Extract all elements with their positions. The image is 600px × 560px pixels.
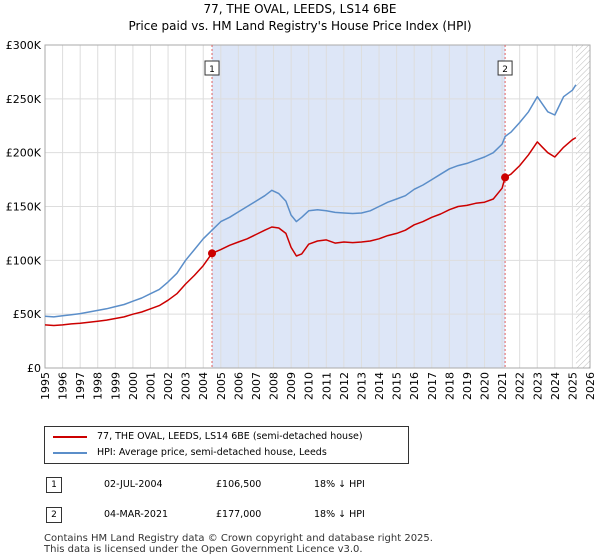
transaction-row: 1 02-JUL-2004 £106,500 18% ↓ HPI: [44, 476, 444, 494]
y-tick-label: £300K: [6, 39, 42, 52]
x-tick-label: 2017: [426, 372, 439, 400]
x-tick-label: 2025: [566, 372, 579, 400]
x-tick-label: 2014: [373, 372, 386, 400]
series-line-property: [44, 136, 577, 327]
x-tick-label: 2000: [127, 372, 140, 400]
x-tick-label: 2018: [443, 372, 456, 400]
x-tick-label: 2004: [197, 372, 210, 400]
legend-swatch-blue: [53, 451, 87, 454]
x-tick-label: 2024: [549, 372, 562, 400]
transaction-badge: 1: [46, 477, 62, 493]
x-tick-label: 1999: [109, 372, 122, 400]
transaction-hpi: 18% ↓ HPI: [314, 479, 365, 490]
y-tick-label: £100K: [6, 254, 42, 267]
legend-label-hpi: HPI: Average price, semi-detached house,…: [97, 447, 327, 458]
annotation-label: 2: [502, 65, 508, 75]
x-tick-label: 2007: [250, 372, 263, 400]
x-tick-label: 2016: [408, 372, 421, 400]
x-tick-label: 2023: [531, 372, 544, 400]
y-tick-label: £150K: [6, 201, 42, 214]
x-tick-label: 2002: [162, 372, 175, 400]
x-tick-label: 2019: [461, 372, 474, 400]
x-tick-label: 1997: [74, 372, 87, 400]
x-tick-label: 2011: [320, 372, 333, 400]
x-tick-label: 2020: [479, 372, 492, 400]
annotation-box: [497, 60, 513, 76]
x-tick-label: 2006: [232, 372, 245, 400]
transaction-date: 02-JUL-2004: [104, 479, 163, 490]
x-tick-label: 2013: [355, 372, 368, 400]
footer-copyright: Contains HM Land Registry data © Crown c…: [44, 533, 433, 544]
legend-item-hpi: HPI: Average price, semi-detached house,…: [53, 445, 327, 461]
y-tick-label: £200K: [6, 147, 42, 160]
y-tick-label: £250K: [6, 93, 42, 106]
sale-point: [208, 249, 217, 258]
annotation-box: [204, 60, 220, 76]
legend-item-property: 77, THE OVAL, LEEDS, LS14 6BE (semi-deta…: [53, 429, 363, 445]
transaction-date: 04-MAR-2021: [104, 509, 169, 520]
transaction-price: £177,000: [216, 509, 262, 520]
x-tick-label: 1995: [39, 372, 52, 400]
legend-label-property: 77, THE OVAL, LEEDS, LS14 6BE (semi-deta…: [97, 431, 363, 442]
sale-point: [501, 173, 510, 182]
transaction-hpi: 18% ↓ HPI: [314, 509, 365, 520]
price-chart: £0 £50K £100K £150K £200K £250K £300K 1995 1996 1…: [6, 39, 597, 400]
x-tick-label: 2021: [496, 372, 509, 400]
transaction-price: £106,500: [216, 479, 262, 490]
x-tick-label: 2010: [303, 372, 316, 400]
x-tick-label: 2022: [514, 372, 527, 400]
x-tick-label: 2008: [268, 372, 281, 400]
footer-licence: This data is licensed under the Open Gov…: [44, 544, 363, 555]
chart-title: 77, THE OVAL, LEEDS, LS14 6BE: [203, 2, 397, 16]
plot-border: [44, 44, 591, 369]
y-tick-label: £0: [27, 362, 41, 375]
x-tick-label: 2009: [285, 372, 298, 400]
legend-swatch-red: [53, 435, 87, 438]
x-tick-label: 2015: [391, 372, 404, 400]
x-tick-label: 2012: [338, 372, 351, 400]
x-tick-label: 1998: [92, 372, 105, 400]
x-tick-label: 1996: [57, 372, 70, 400]
transaction-badge: 2: [46, 507, 62, 523]
series-line-hpi: [44, 84, 577, 318]
x-tick-label: 2003: [180, 372, 193, 400]
x-tick-label: 2005: [215, 372, 228, 400]
transaction-row: 2 04-MAR-2021 £177,000 18% ↓ HPI: [44, 506, 444, 524]
x-tick-label: 2001: [144, 372, 157, 400]
x-tick-label: 2026: [584, 372, 597, 400]
y-tick-label: £50K: [13, 308, 42, 321]
chart-subtitle: Price paid vs. HM Land Registry's House …: [128, 19, 472, 33]
legend: 77, THE OVAL, LEEDS, LS14 6BE (semi-deta…: [44, 426, 409, 464]
annotation-label: 1: [209, 65, 215, 75]
